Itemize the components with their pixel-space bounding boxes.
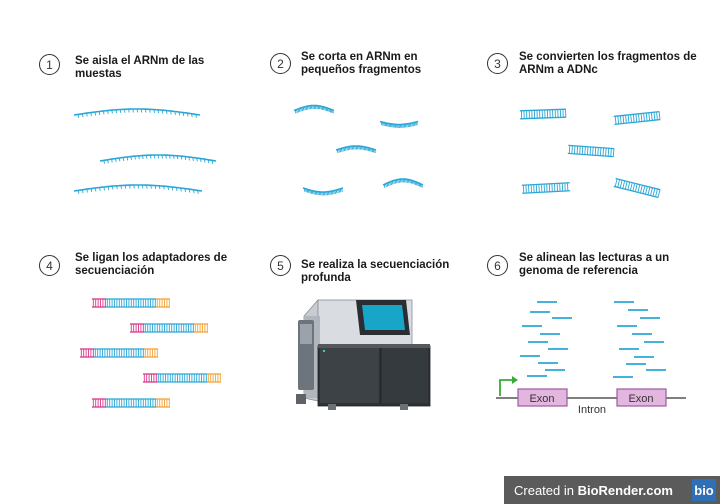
- promoter-arrow-head: [512, 376, 518, 384]
- step-3-number: 3: [487, 53, 508, 74]
- aligned-reads: [520, 301, 666, 378]
- credit-prefix: Created in: [514, 482, 578, 498]
- adapter-fragment: [130, 323, 208, 333]
- biorender-credit: Created in BioRender.com bio: [504, 476, 720, 504]
- mrna-strand: [73, 184, 203, 194]
- step-3-title: Se convierten los fragmentos de ARNm a A…: [519, 51, 697, 76]
- cdna-fragment: [613, 177, 661, 199]
- exon-1-box: [517, 388, 568, 407]
- diagram-artwork: Exon Exon Intron: [73, 104, 686, 416]
- mrna-fragment: [382, 178, 424, 188]
- step-1-title: Se aisla el ARNm de las muestas: [75, 55, 205, 80]
- mrna-fragment: [293, 104, 335, 114]
- step-6-title: Se alinean las lecturas a un genoma de r…: [519, 252, 670, 277]
- sequencer-machine: [296, 298, 431, 410]
- step-5-title: Se realiza la secuenciación profunda: [301, 259, 450, 284]
- cdna-fragment: [567, 144, 615, 158]
- cdna-fragments: [519, 108, 661, 199]
- mrna-fragment: [335, 145, 377, 154]
- intron-label: Intron: [578, 404, 606, 416]
- mrna-fragment: [302, 187, 344, 196]
- adapter-fragment: [92, 298, 170, 308]
- cdna-fragment: [519, 108, 567, 120]
- adapter-ligated-fragments: [80, 298, 221, 408]
- step-2-title: Se corta en ARNm en pequeños fragmentos: [301, 51, 422, 76]
- mrna-fragment: [379, 120, 419, 128]
- exon-2-box: [616, 388, 667, 407]
- step-4-title: Se ligan los adaptadores de secuenciació…: [75, 252, 228, 277]
- mrna-strand: [99, 154, 217, 164]
- exon-2-label: Exon: [628, 393, 653, 405]
- credit-text: Created in BioRender.com: [504, 483, 692, 498]
- step-2-number: 2: [270, 53, 291, 74]
- mrna-strand: [73, 108, 201, 118]
- step-4-number: 4: [39, 255, 60, 276]
- adapter-fragment: [92, 398, 170, 408]
- credit-brand: BioRender.com: [577, 482, 673, 498]
- adapter-fragment: [80, 348, 158, 358]
- biorender-logo: bio: [692, 479, 716, 501]
- promoter-arrow-icon: [499, 379, 512, 396]
- exon-1-label: Exon: [529, 393, 554, 405]
- rna-strands: [73, 104, 424, 196]
- cdna-fragment: [613, 110, 661, 126]
- step-1-number: 1: [39, 54, 60, 75]
- step-6-number: 6: [487, 255, 508, 276]
- adapter-fragment: [143, 373, 221, 383]
- step-5-number: 5: [270, 255, 291, 276]
- cdna-fragment: [521, 182, 571, 194]
